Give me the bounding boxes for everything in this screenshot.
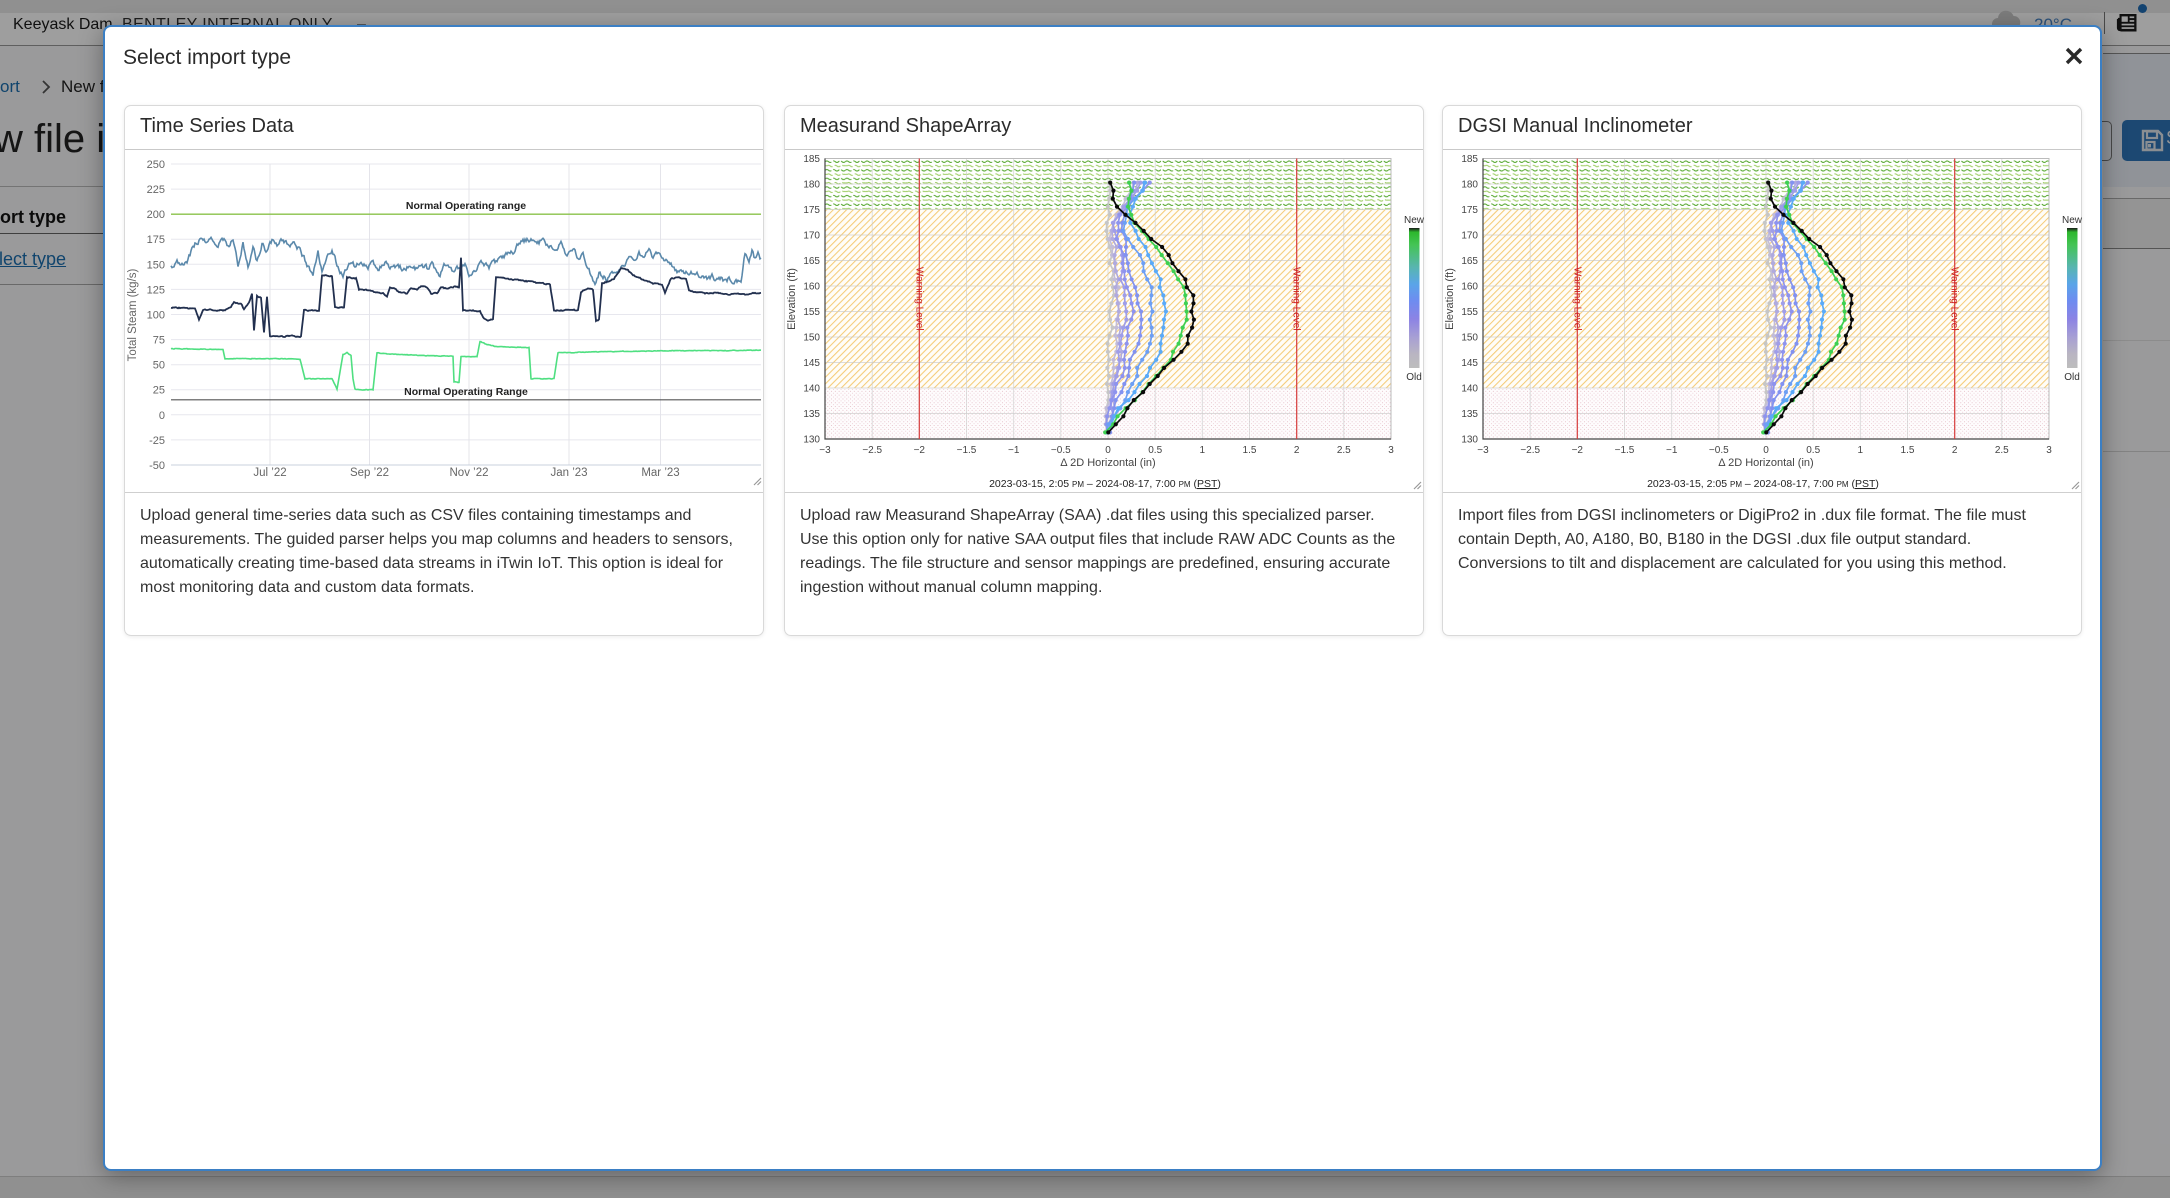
svg-text:150: 150: [147, 259, 165, 271]
svg-text:0.5: 0.5: [1148, 445, 1162, 456]
svg-text:1.5: 1.5: [1243, 445, 1257, 456]
svg-text:160: 160: [1461, 282, 1478, 293]
svg-text:−1.5: −1.5: [1615, 445, 1635, 456]
svg-text:−2.5: −2.5: [1520, 445, 1540, 456]
svg-text:Jul ’22: Jul ’22: [253, 467, 286, 479]
svg-text:0: 0: [1105, 445, 1111, 456]
svg-text:165: 165: [803, 256, 820, 267]
svg-text:New: New: [1404, 215, 1425, 226]
svg-text:135: 135: [1461, 409, 1478, 420]
svg-text:-50: -50: [149, 460, 165, 472]
svg-text:2: 2: [1952, 445, 1958, 456]
svg-text:50: 50: [153, 360, 165, 372]
svg-text:130: 130: [1461, 435, 1478, 446]
svg-text:Elevation (ft): Elevation (ft): [786, 268, 798, 330]
svg-text:155: 155: [1461, 307, 1478, 318]
svg-text:130: 130: [803, 435, 820, 446]
svg-text:175: 175: [1461, 205, 1478, 216]
svg-text:Warning Level: Warning Level: [1949, 267, 1960, 331]
svg-text:150: 150: [803, 333, 820, 344]
svg-text:150: 150: [1461, 333, 1478, 344]
svg-text:Δ 2D Horizontal (in): Δ 2D Horizontal (in): [1060, 457, 1155, 469]
svg-text:−2.5: −2.5: [862, 445, 882, 456]
svg-text:135: 135: [803, 409, 820, 420]
svg-text:3: 3: [1388, 445, 1394, 456]
svg-text:1: 1: [1200, 445, 1206, 456]
svg-text:75: 75: [153, 335, 165, 347]
svg-text:Mar ’23: Mar ’23: [641, 467, 679, 479]
svg-text:140: 140: [803, 384, 820, 395]
svg-text:170: 170: [1461, 231, 1478, 242]
svg-text:Nov ’22: Nov ’22: [450, 467, 489, 479]
svg-text:165: 165: [1461, 256, 1478, 267]
svg-text:−3: −3: [819, 445, 831, 456]
svg-text:200: 200: [147, 209, 165, 221]
svg-text:2.5: 2.5: [1337, 445, 1351, 456]
svg-text:225: 225: [147, 184, 165, 196]
svg-text:3: 3: [2046, 445, 2052, 456]
svg-text:180: 180: [1461, 180, 1478, 191]
svg-text:160: 160: [803, 282, 820, 293]
svg-text:2023-03-15, 2:05 PM – 2024-08-: 2023-03-15, 2:05 PM – 2024-08-17, 7:00 P…: [1647, 478, 1879, 490]
svg-text:Total Steam (kg/s): Total Steam (kg/s): [127, 268, 139, 361]
svg-text:Old: Old: [1406, 372, 1422, 383]
svg-text:2023-03-15, 2:05 PM – 2024-08-: 2023-03-15, 2:05 PM – 2024-08-17, 7:00 P…: [989, 478, 1221, 490]
svg-text:125: 125: [147, 284, 165, 296]
svg-text:185: 185: [1461, 154, 1478, 165]
svg-text:Old: Old: [2064, 372, 2080, 383]
svg-text:Warning Level: Warning Level: [1571, 267, 1582, 331]
svg-text:185: 185: [803, 154, 820, 165]
svg-text:0.5: 0.5: [1806, 445, 1820, 456]
svg-text:0: 0: [159, 410, 165, 422]
svg-text:−2: −2: [1572, 445, 1584, 456]
svg-text:170: 170: [803, 231, 820, 242]
svg-text:−1: −1: [1008, 445, 1020, 456]
svg-text:Jan ’23: Jan ’23: [550, 467, 587, 479]
svg-text:-25: -25: [149, 435, 165, 447]
svg-text:Normal Operating Range: Normal Operating Range: [404, 386, 528, 398]
svg-text:175: 175: [803, 205, 820, 216]
svg-text:2.5: 2.5: [1995, 445, 2009, 456]
svg-text:−0.5: −0.5: [1051, 445, 1071, 456]
svg-text:100: 100: [147, 310, 165, 322]
svg-text:0: 0: [1763, 445, 1769, 456]
svg-text:250: 250: [147, 159, 165, 171]
svg-text:New: New: [2062, 215, 2083, 226]
svg-text:2: 2: [1294, 445, 1300, 456]
svg-text:Warning Level: Warning Level: [1291, 267, 1302, 331]
svg-text:−3: −3: [1477, 445, 1489, 456]
svg-text:1.5: 1.5: [1901, 445, 1915, 456]
svg-text:Warning Level: Warning Level: [913, 267, 924, 331]
svg-text:Sep ’22: Sep ’22: [350, 467, 389, 479]
svg-text:−0.5: −0.5: [1709, 445, 1729, 456]
svg-text:−2: −2: [914, 445, 926, 456]
svg-text:−1.5: −1.5: [957, 445, 977, 456]
svg-text:145: 145: [803, 358, 820, 369]
svg-text:180: 180: [803, 180, 820, 191]
svg-text:1: 1: [1858, 445, 1864, 456]
svg-text:155: 155: [803, 307, 820, 318]
svg-text:Elevation (ft): Elevation (ft): [1444, 268, 1456, 330]
svg-text:175: 175: [147, 234, 165, 246]
svg-text:145: 145: [1461, 358, 1478, 369]
svg-text:Δ 2D Horizontal (in): Δ 2D Horizontal (in): [1718, 457, 1813, 469]
svg-text:−1: −1: [1666, 445, 1678, 456]
svg-text:25: 25: [153, 385, 165, 397]
svg-text:140: 140: [1461, 384, 1478, 395]
svg-text:Normal Operating range: Normal Operating range: [406, 200, 526, 212]
